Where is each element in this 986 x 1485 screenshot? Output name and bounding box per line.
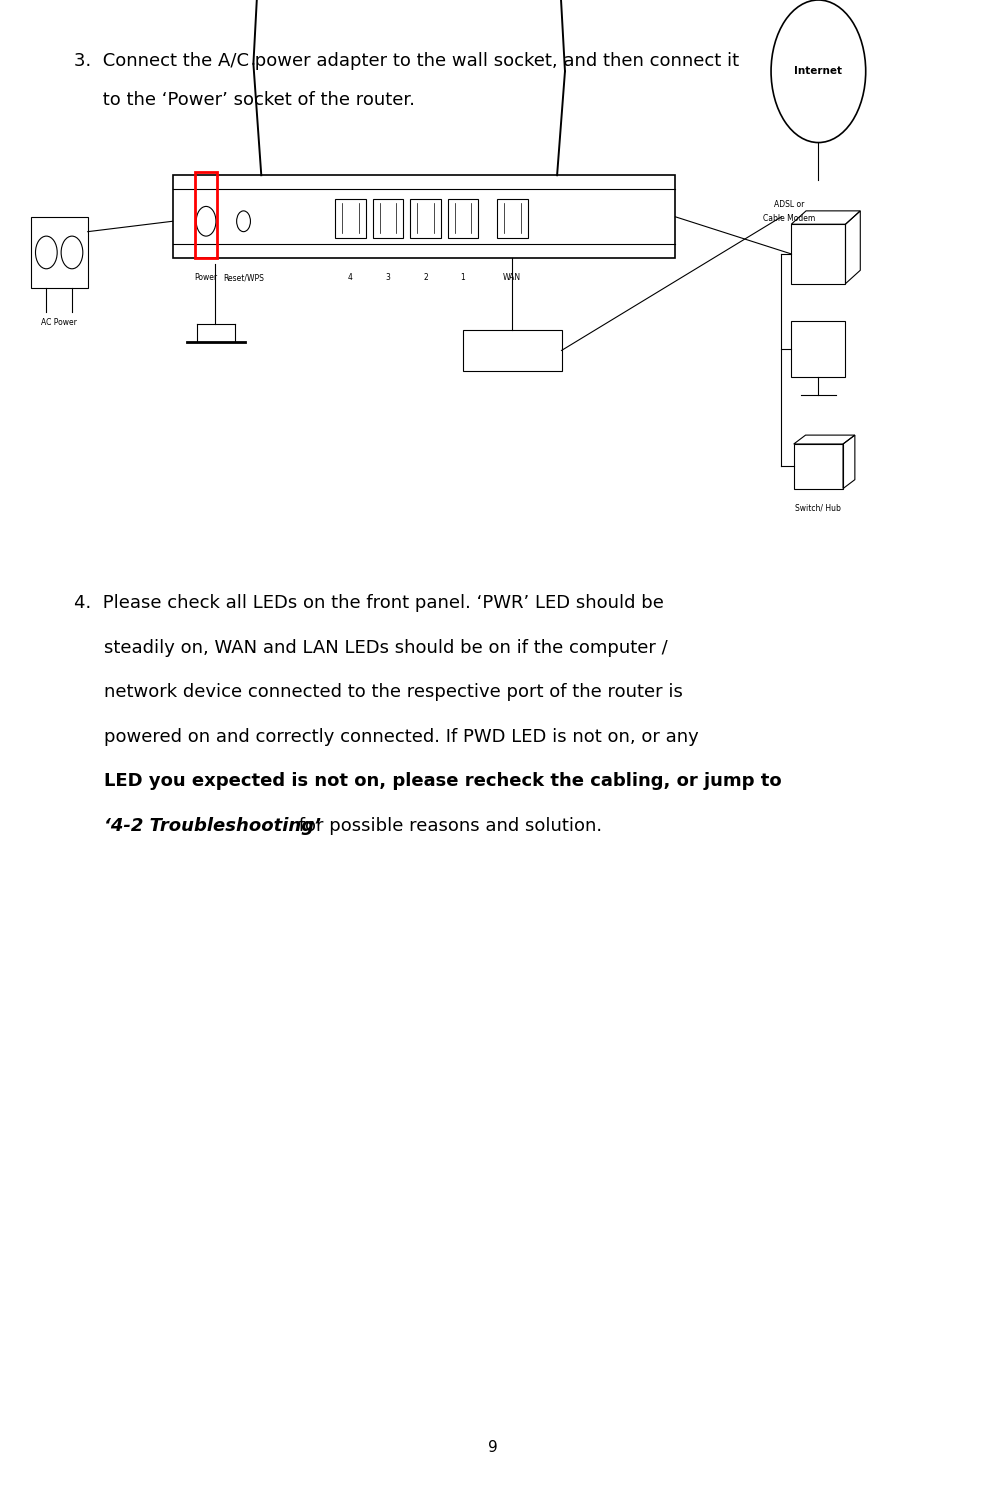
Text: AC Power: AC Power [41,318,77,327]
Text: LED you expected is not on, please recheck the cabling, or jump to: LED you expected is not on, please reche… [104,772,781,790]
Text: network device connected to the respective port of the router is: network device connected to the respecti… [104,683,682,701]
Text: Cable Modem: Cable Modem [763,214,814,223]
Text: 3.  Connect the A/C power adapter to the wall socket, and then connect it: 3. Connect the A/C power adapter to the … [74,52,740,70]
Text: 2: 2 [423,273,428,282]
Text: for possible reasons and solution.: for possible reasons and solution. [293,817,602,835]
Text: 1: 1 [460,273,465,282]
Text: steadily on, WAN and LAN LEDs should be on if the computer /: steadily on, WAN and LAN LEDs should be … [104,639,668,656]
Text: 4.  Please check all LEDs on the front panel. ‘PWR’ LED should be: 4. Please check all LEDs on the front pa… [74,594,664,612]
Text: powered on and correctly connected. If PWD LED is not on, or any: powered on and correctly connected. If P… [104,728,698,745]
Text: 9: 9 [488,1440,498,1455]
Text: Internet: Internet [795,67,842,76]
Text: to the ‘Power’ socket of the router.: to the ‘Power’ socket of the router. [74,91,415,108]
Text: Switch/ Hub: Switch/ Hub [796,503,841,512]
Text: 4: 4 [348,273,353,282]
Text: WAN: WAN [503,273,522,282]
Text: Reset/WPS: Reset/WPS [223,273,264,282]
Text: ADSL or: ADSL or [774,200,804,209]
Text: Power: Power [194,273,218,282]
Text: 3: 3 [386,273,390,282]
Text: ‘4-2 Troubleshooting’: ‘4-2 Troubleshooting’ [104,817,320,835]
